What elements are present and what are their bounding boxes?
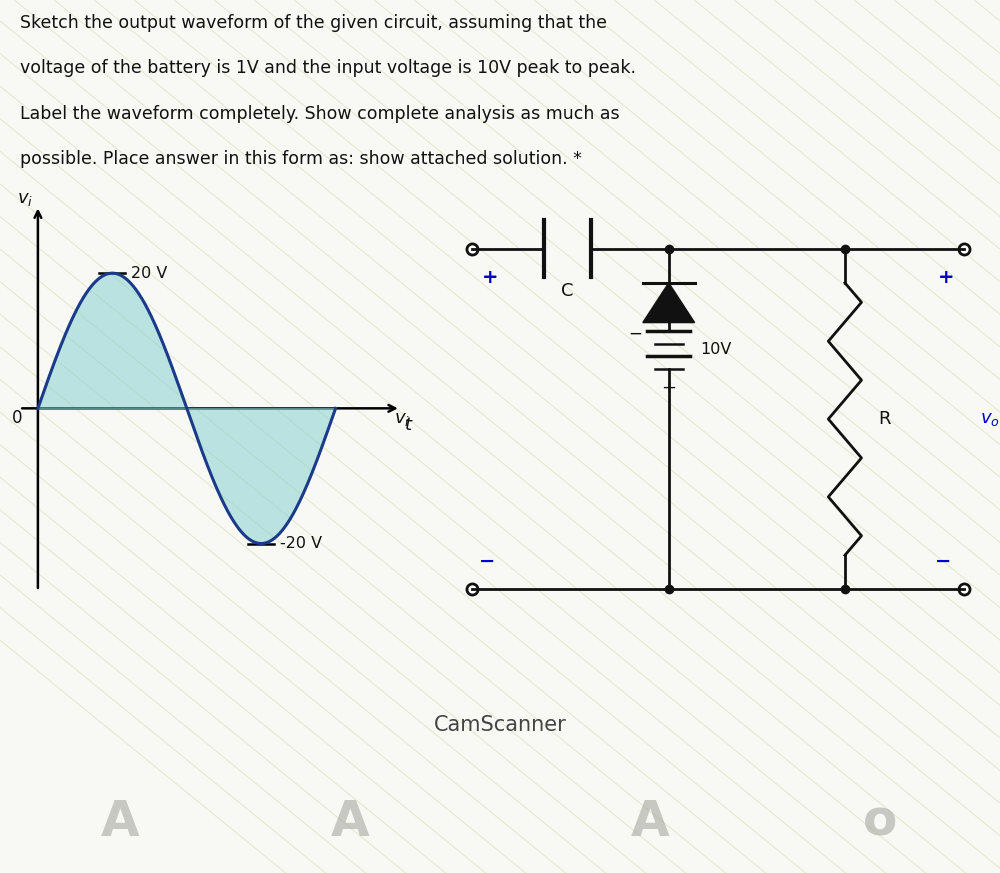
Text: C: C [561, 282, 574, 300]
Text: +: + [661, 380, 676, 397]
Text: -20 V: -20 V [280, 536, 322, 551]
Text: −: − [628, 325, 642, 343]
Text: possible. Place answer in this form as: show attached solution. *: possible. Place answer in this form as: … [20, 150, 582, 168]
Text: $v_i$: $v_i$ [17, 189, 33, 208]
Text: $v_o$: $v_o$ [980, 410, 999, 428]
Text: 0: 0 [12, 409, 23, 428]
Text: A: A [331, 798, 369, 846]
Text: 10V: 10V [700, 342, 731, 357]
Text: −: − [935, 552, 952, 570]
Text: +: + [482, 268, 498, 286]
Text: voltage of the battery is 1V and the input voltage is 10V peak to peak.: voltage of the battery is 1V and the inp… [20, 59, 636, 78]
Text: −: − [479, 552, 496, 570]
Text: +: + [938, 268, 954, 286]
Text: R: R [879, 410, 891, 428]
Text: o: o [863, 798, 897, 846]
Text: A: A [101, 798, 139, 846]
Text: 20 V: 20 V [131, 265, 167, 280]
Text: $t$: $t$ [404, 416, 414, 434]
Text: CamScanner: CamScanner [434, 715, 566, 734]
Text: Label the waveform completely. Show complete analysis as much as: Label the waveform completely. Show comp… [20, 105, 620, 123]
Text: Sketch the output waveform of the given circuit, assuming that the: Sketch the output waveform of the given … [20, 14, 607, 32]
Text: A: A [631, 798, 669, 846]
Polygon shape [643, 283, 695, 322]
Text: $v_i$: $v_i$ [394, 410, 410, 428]
